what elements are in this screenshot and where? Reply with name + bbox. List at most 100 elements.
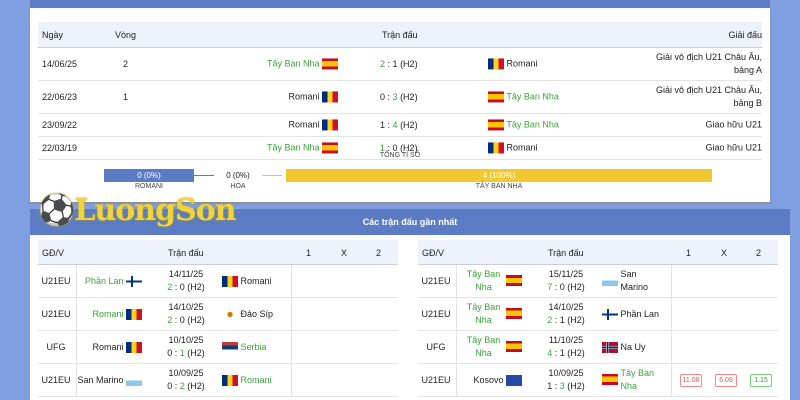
table-row[interactable]: U21EU Romani 14/10/25 2 : 0 (H2) Đảo Síp <box>38 298 398 331</box>
flag-icon <box>222 375 238 387</box>
table-header: GĐ/V Trận đấu 1 X 2 <box>418 240 778 265</box>
match-round: 2 <box>123 59 129 69</box>
table-row[interactable]: 23/09/22 Romani 1 : 4 (H2) Tây Ban Nha Gia… <box>38 114 762 137</box>
table-row[interactable]: U21EU Phần Lan 14/11/25 2 : 0 (H2) Romani <box>38 265 398 298</box>
home-team[interactable]: Tây Ban Nha <box>452 301 522 327</box>
home-team[interactable]: Tây Ban Nha <box>452 268 522 294</box>
flag-icon <box>322 91 338 103</box>
col-league: Giải đấu <box>728 29 762 40</box>
table-row[interactable]: U21EU Tây Ban Nha 15/11/25 7 : 0 (H2) San … <box>418 265 778 298</box>
match-date: 22/06/23 <box>42 92 78 102</box>
total-score-title: TỔNG TỈ SỐ <box>379 152 421 159</box>
away-team[interactable]: Tây Ban Nha <box>602 367 661 393</box>
home-team[interactable]: Tây Ban Nha <box>452 334 522 360</box>
home-team[interactable]: Tây Ban Nha <box>266 142 338 154</box>
odds-draw[interactable]: 6.09 <box>715 374 737 387</box>
match-date: 15/11/25 <box>548 269 584 279</box>
match-date: 10/09/25 <box>168 368 204 378</box>
team-name: San Marino <box>620 269 649 292</box>
col-round: Vòng <box>115 29 137 40</box>
away-team[interactable]: Serbia <box>222 342 267 354</box>
team-name: Tây Ban Nha <box>266 58 320 69</box>
odds-away[interactable]: 1.15 <box>750 374 772 387</box>
home-score: 1 <box>380 143 386 153</box>
romani-recent-table: GĐ/V Trận đấu 1 X 2 U21EU Phần Lan 14/11/25 2 :… <box>38 240 398 397</box>
score: 2 : 0 (H2) <box>167 282 205 292</box>
divider <box>76 265 77 297</box>
score: 0 : 1 (H2) <box>167 348 205 358</box>
score: 1 : 0 (H2) <box>380 143 418 153</box>
team-name: Tây Ban Nha <box>466 335 501 358</box>
away-team[interactable]: San Marino <box>602 268 661 294</box>
home-score: 0 <box>167 381 173 391</box>
score-note: (H2) <box>400 143 418 153</box>
away-score: 1 <box>559 348 565 358</box>
score-note: (H2) <box>567 282 585 292</box>
home-team[interactable]: San Marino <box>72 375 142 387</box>
away-team[interactable]: Phần Lan <box>602 309 659 321</box>
away-team[interactable]: Romani <box>488 142 538 154</box>
home-team[interactable]: Romani <box>72 342 142 354</box>
home-score: 2 <box>167 315 173 325</box>
score: 1 : 4 (H2) <box>380 120 418 130</box>
score-note: (H2) <box>567 381 585 391</box>
away-score: 0 <box>179 315 185 325</box>
draw-value: 0 (0%) <box>226 171 250 180</box>
home-team[interactable]: Romani <box>72 309 142 321</box>
divider <box>76 331 77 363</box>
flag-icon <box>222 276 238 288</box>
table-row[interactable]: U21EU Kosovo 10/09/25 1 : 3 (H2) Tây Ban N… <box>418 364 778 397</box>
team-name: Serbia <box>240 342 267 352</box>
col-ox: X <box>341 248 348 258</box>
bar-connector <box>194 175 214 176</box>
table-row[interactable]: U21EU San Marino 10/09/25 0 : 2 (H2) Roman… <box>38 364 398 397</box>
home-team[interactable]: Romani <box>288 119 338 131</box>
home-team[interactable]: Tây Ban Nha <box>266 58 338 70</box>
flag-icon <box>506 341 522 352</box>
away-team[interactable]: Romani <box>222 276 272 288</box>
table-row[interactable]: 22/06/23 1 Romani 0 : 3 (H2) Tây Ban Nha Gi… <box>38 81 762 114</box>
league-line: Giao hữu U21 <box>705 142 762 153</box>
score: 2 : 1 (H2) <box>380 59 418 69</box>
home-team[interactable]: Phần Lan <box>72 276 142 288</box>
table-row[interactable]: U21EU Tây Ban Nha 14/10/25 2 : 1 (H2) Phần… <box>418 298 778 331</box>
spain-bar: 4 (100%) <box>286 169 712 182</box>
table-header: GĐ/V Trận đấu 1 X 2 <box>38 240 398 265</box>
team-name: Romani <box>240 375 272 385</box>
away-team[interactable]: Tây Ban Nha <box>488 119 559 131</box>
col-comp: GĐ/V <box>422 248 445 258</box>
flag-icon <box>488 91 504 103</box>
flag-icon <box>506 375 522 387</box>
table-row[interactable]: UFG Romani 10/10/25 0 : 1 (H2) Serbia <box>38 331 398 364</box>
away-team[interactable]: Na Uy <box>602 342 646 354</box>
flag-icon <box>488 119 504 131</box>
table-row[interactable]: 22/03/19 Tây Ban Nha 1 : 0 (H2) Romani Gia… <box>38 137 762 160</box>
table-row[interactable]: UFG Tây Ban Nha 11/10/25 4 : 1 (H2) Na Uy <box>418 331 778 364</box>
away-team[interactable]: Romani <box>488 58 538 70</box>
score-note: (H2) <box>187 381 205 391</box>
away-team[interactable]: Đảo Síp <box>222 309 273 321</box>
away-score: 0 <box>559 282 565 292</box>
odds-home[interactable]: 11.08 <box>680 374 702 387</box>
team-name: Na Uy <box>620 342 646 352</box>
match-date: 23/09/22 <box>42 120 78 130</box>
home-team[interactable]: Romani <box>288 91 338 103</box>
away-team[interactable]: Romani <box>222 375 272 387</box>
divider <box>671 265 672 297</box>
home-team[interactable]: Kosovo <box>452 375 522 387</box>
score-note: (H2) <box>400 120 418 130</box>
team-name: Romani <box>506 58 538 69</box>
flag-icon <box>126 276 142 288</box>
competition: U21EU <box>421 309 451 319</box>
away-score: 4 <box>392 120 398 130</box>
col-o1: 1 <box>686 248 692 258</box>
table-row[interactable]: 14/06/25 2 Tây Ban Nha 2 : 1 (H2) Romani Gi… <box>38 48 762 81</box>
divider <box>671 298 672 330</box>
away-team[interactable]: Tây Ban Nha <box>488 91 559 103</box>
score: 1 : 3 (H2) <box>547 381 585 391</box>
competition: U21EU <box>41 276 71 286</box>
team-name: San Marino <box>77 375 124 385</box>
team-name: Tây Ban Nha <box>266 142 320 153</box>
score-note: (H2) <box>400 59 418 69</box>
score-note: (H2) <box>567 348 585 358</box>
